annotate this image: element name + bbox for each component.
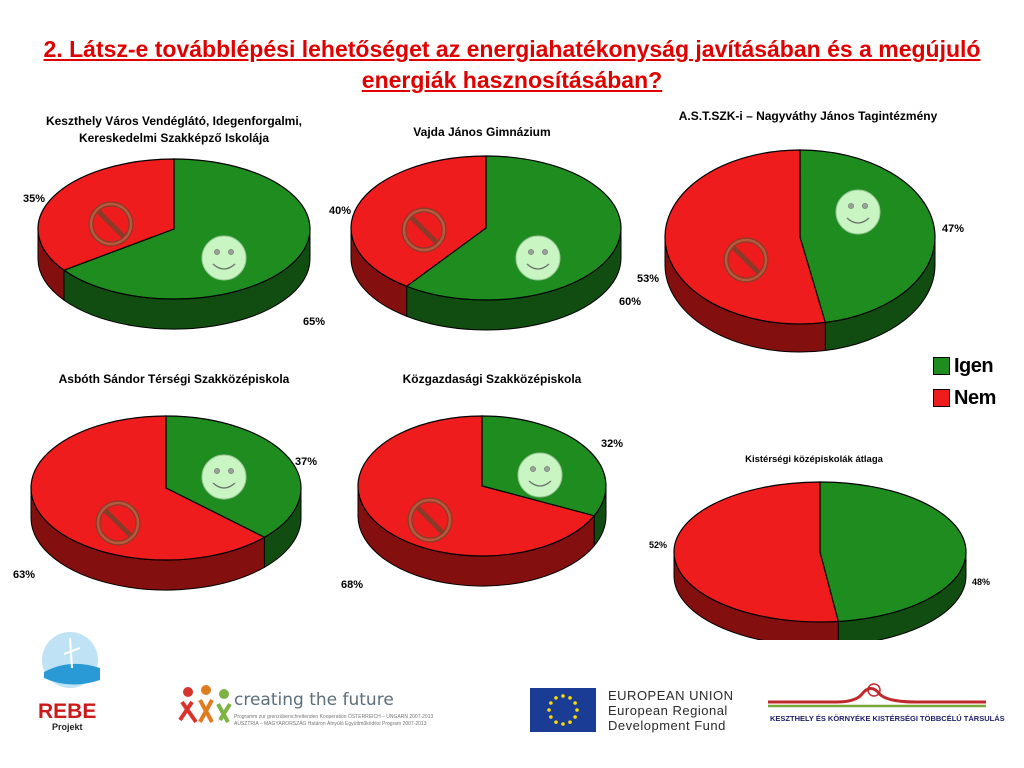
data-label-nem: 68% (341, 579, 363, 591)
prohibition-icon (88, 201, 134, 247)
chart-title: Kereskedelmi Szakképző Iskolája (79, 131, 269, 145)
legend-swatch-nem (933, 389, 950, 407)
chart-title: Asbóth Sándor Térségi Szakközépiskola (59, 372, 290, 386)
pie-slice-nem (30, 415, 266, 561)
creating-the-future-text: creating the future (234, 690, 394, 710)
pie-slice-nem (37, 158, 175, 271)
pie-chart-3: A.S.T.SZK-i – Nagyváthy János Tagintézmé… (637, 109, 964, 353)
chart-title: Keszthely Város Vendéglátó, Idegenforgal… (46, 114, 302, 128)
eu-line-1: EUROPEAN UNION (608, 688, 734, 703)
kisterseg-text: KESZTHELY ÉS KÖRNYÉKE KISTÉRSÉGI TÖBBCÉL… (770, 714, 1005, 723)
pie-chart-4: Asbóth Sándor Térségi Szakközépiskola 37%… (13, 372, 317, 591)
pie-slice-igen (819, 481, 967, 623)
creating-the-future-logo-icon (178, 685, 232, 724)
smiley-icon (835, 189, 881, 235)
pie-slice-nem (673, 481, 840, 623)
prohibition-icon (407, 497, 453, 543)
data-label-igen: 60% (619, 296, 641, 308)
legend-label-nem: Nem (954, 386, 996, 409)
rebe-logo-subtext: Projekt (52, 722, 83, 732)
pie-slice-igen (799, 149, 936, 324)
page-title: 2. Látsz-e továbblépési lehetőséget az e… (43, 36, 981, 93)
legend-item-nem: Nem (933, 382, 996, 414)
pie-charts: Keszthely Város Vendéglátó, Idegenforgal… (13, 109, 990, 640)
data-label-igen: 37% (295, 456, 317, 468)
data-label-nem: 35% (23, 193, 45, 205)
rebe-logo-icon (42, 632, 100, 688)
smiley-icon (517, 452, 563, 498)
smiley-icon (201, 235, 247, 281)
pie-chart-6: Kistérségi középiskolák átlaga 48% 52% (649, 454, 990, 640)
chart-title: Közgazdasági Szakközépiskola (403, 372, 582, 386)
eu-fund-text: EUROPEAN UNION European Regional Develop… (608, 688, 733, 733)
pie-slice-nem (664, 149, 827, 325)
data-label-igen: 48% (972, 577, 990, 587)
pie-slice-nem (357, 415, 596, 557)
data-label-nem: 53% (637, 273, 659, 285)
data-label-igen: 65% (303, 316, 325, 328)
eu-flag-icon (530, 688, 596, 732)
data-label-nem: 40% (329, 205, 351, 217)
eu-line-3: Development Fund (608, 718, 726, 733)
smiley-icon (201, 454, 247, 500)
data-label-igen: 32% (601, 438, 623, 450)
pie-slice-igen (62, 158, 311, 300)
pie-chart-1: Keszthely Város Vendéglátó, Idegenforgal… (23, 114, 325, 330)
prohibition-icon (401, 207, 447, 253)
chart-title: Kistérségi középiskolák átlaga (745, 454, 884, 465)
prohibition-icon (95, 500, 141, 546)
chart-title: Vajda János Gimnázium (413, 125, 550, 139)
program-text-1: Programm zur grenzüberschreitenden Koope… (234, 714, 434, 720)
program-text-2: AUSZTRIA – MAGYARORSZÁG Határon Átnyúló … (234, 721, 427, 727)
pie-chart-5: Közgazdasági Szakközépiskola 32% 68% (341, 372, 623, 591)
data-label-igen: 47% (942, 223, 964, 235)
eu-line-2: European Regional (608, 703, 728, 718)
legend-item-igen: Igen (933, 350, 996, 382)
legend: Igen Nem (933, 350, 996, 414)
pie-chart-2: Vajda János Gimnázium 60% 40% (329, 125, 641, 331)
smiley-icon (515, 235, 561, 281)
rebe-logo-text: REBE (38, 700, 97, 723)
data-label-nem: 63% (13, 569, 35, 581)
legend-label-igen: Igen (954, 354, 994, 377)
prohibition-icon (723, 237, 769, 283)
chart-title: A.S.T.SZK-i – Nagyváthy János Tagintézmé… (679, 109, 938, 123)
kisterseg-logo-icon (768, 683, 986, 708)
legend-swatch-igen (933, 357, 950, 375)
data-label-nem: 52% (649, 540, 667, 550)
pie-slice-igen (405, 155, 622, 301)
